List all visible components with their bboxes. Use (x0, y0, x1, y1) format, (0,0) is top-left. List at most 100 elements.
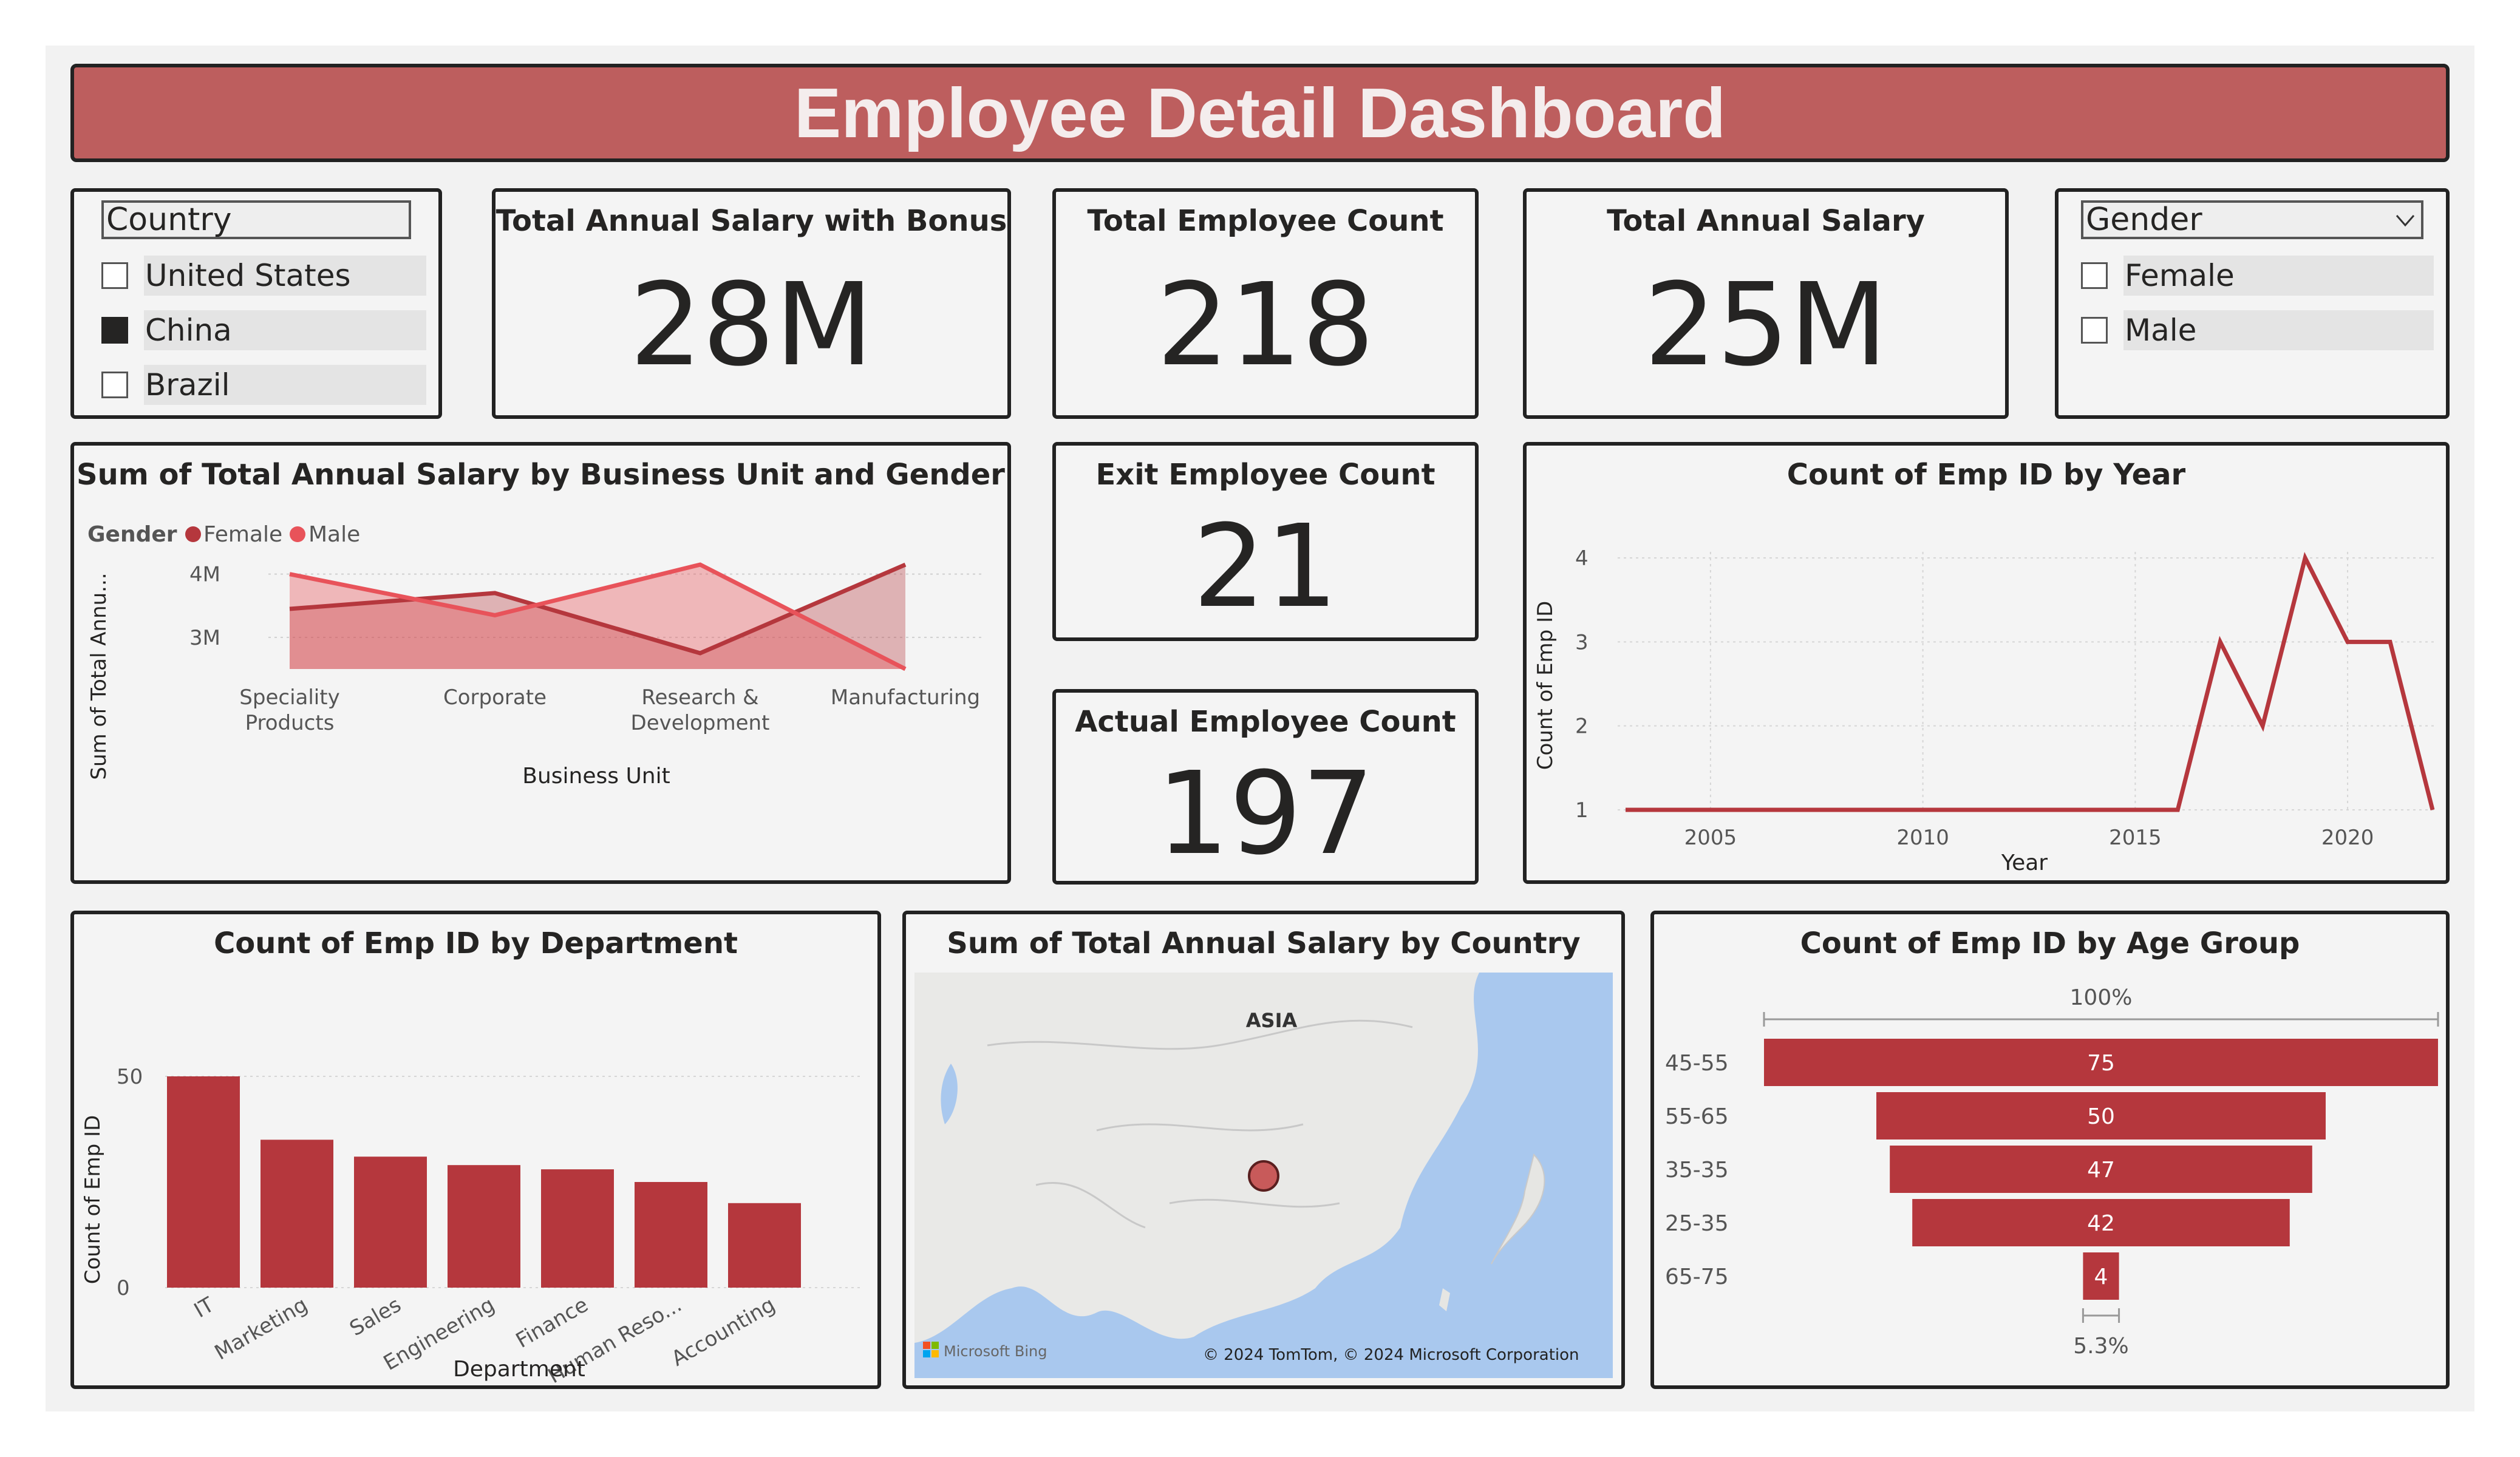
y-tick-label: 50 (117, 1065, 143, 1089)
female-line (289, 562, 907, 656)
bar-engineering (448, 1165, 520, 1288)
kpi-card-total-employee-count: Total Employee Count 218 (1052, 188, 1479, 419)
funnel-category-label: 35-35 (1665, 1158, 1729, 1183)
map-region-label: ASIA (1246, 1009, 1298, 1032)
map-brand: Microsoft Bing (944, 1343, 1047, 1360)
checkbox-united-states[interactable] (101, 262, 128, 289)
bar-sales (354, 1156, 427, 1288)
map-caspian (941, 1064, 958, 1124)
x-tick-label: Corporate (443, 685, 547, 710)
chevron-down-icon[interactable] (2393, 205, 2417, 239)
bu-gender-area-chart: Gender Female Male 4M 3M Sum of Total Annu...… (87, 522, 985, 789)
kpi-card-total-annual-salary: Total Annual Salary 25M (1523, 188, 2009, 419)
y-tick-label: 2 (1575, 715, 1589, 739)
x-axis-label: Business Unit (522, 764, 670, 789)
x-axis-label: Year (2001, 851, 2048, 875)
chart-title: Sum of Total Annual Salary by Business U… (77, 458, 1005, 492)
x-tick-label: Manufacturing (831, 685, 980, 710)
funnel-bar-55-65 (1876, 1092, 2326, 1139)
y-tick-label: 3M (189, 626, 220, 650)
checkbox-female[interactable] (2081, 262, 2108, 289)
x-tick-label: Research & (641, 685, 758, 710)
y-axis-label: Count of Emp ID (81, 1115, 105, 1285)
legend-label-male: Male (308, 522, 360, 547)
country-item-china[interactable]: China (101, 310, 426, 350)
funnel-value-label: 4 (2094, 1265, 2108, 1289)
legend-title: Gender (87, 522, 177, 547)
y-tick-label: 0 (117, 1276, 130, 1300)
funnel-value-label: 47 (2087, 1158, 2115, 1183)
microsoft-logo-icon (923, 1342, 939, 1357)
country-slicer[interactable]: Country United States China Brazil (70, 188, 442, 419)
gender-item-female[interactable]: Female (2081, 256, 2434, 296)
x-tick-label: Speciality (239, 685, 339, 710)
x-tick-label: 2015 (2109, 826, 2162, 850)
x-tick-label: 2010 (1896, 826, 1949, 850)
age-funnel-chart: 100% 75 45-55 50 55-65 47 35-35 42 25-35 4 65-75 5.… (1665, 985, 2439, 1359)
chart-title: Sum of Total Annual Salary by Country (947, 926, 1581, 960)
map-copyright: © 2024 TomTom, © 2024 Microsoft Corporat… (1203, 1346, 1579, 1364)
bar-it (167, 1076, 240, 1288)
kpi-value: 25M (1644, 259, 1888, 392)
chart-title: Count of Emp ID by Department (214, 926, 738, 960)
y-tick-label: 3 (1575, 630, 1589, 654)
checkbox-male[interactable] (2081, 317, 2108, 344)
funnel-bar-65-75 (2083, 1252, 2119, 1300)
chart-panel-age-group: Count of Emp ID by Age Group 100% 75 45-55… (1650, 911, 2450, 1389)
china-data-point (1248, 1160, 1279, 1192)
bottom-percent-label: 5.3% (2073, 1334, 2128, 1359)
bar-human-reso- (635, 1182, 707, 1288)
gender-slicer-dropdown[interactable]: Gender (2081, 200, 2423, 239)
country-item-united-states[interactable]: United States (101, 256, 426, 296)
male-line (289, 562, 907, 671)
kpi-title: Exit Employee Count (1095, 458, 1435, 492)
map-borders (987, 1019, 1413, 1229)
funnel-category-label: 65-75 (1665, 1265, 1729, 1289)
gender-slicer[interactable]: Gender Female Male (2055, 188, 2450, 419)
map-taiwan (1439, 1288, 1450, 1311)
country-item-label: Brazil (145, 367, 230, 402)
gender-item-label: Male (2125, 313, 2197, 348)
gender-item-male[interactable]: Male (2081, 310, 2434, 350)
top-percent-label: 100% (2070, 985, 2133, 1010)
kpi-title: Actual Employee Count (1075, 705, 1456, 739)
funnel-bar-35-35 (1890, 1146, 2312, 1193)
funnel-category-label: 45-55 (1665, 1051, 1729, 1076)
kpi-value: 28M (629, 259, 874, 392)
kpi-value: 218 (1156, 259, 1375, 392)
legend-swatch-male (290, 526, 305, 542)
country-map[interactable]: ASIA Microsoft Bing © 2024 TomTom, © 202… (914, 973, 1613, 1378)
funnel-value-label: 42 (2087, 1211, 2115, 1236)
kpi-title: Total Annual Salary (1607, 204, 1925, 238)
funnel-value-label: 50 (2087, 1104, 2115, 1129)
kpi-value: 197 (1156, 747, 1375, 880)
checkbox-brazil[interactable] (101, 372, 128, 398)
funnel-category-label: 25-35 (1665, 1211, 1729, 1236)
bar-finance (541, 1169, 614, 1288)
country-item-label: United States (145, 258, 351, 293)
bar-marketing (261, 1139, 333, 1288)
chart-title: Count of Emp ID by Year (1786, 458, 2186, 492)
y-tick-label: 4M (189, 563, 220, 587)
x-tick-label: Finance (512, 1292, 593, 1353)
kpi-card-salary-with-bonus: Total Annual Salary with Bonus 28M (492, 188, 1011, 419)
checkbox-china[interactable] (101, 317, 128, 344)
chart-panel-year: Count of Emp ID by Year 4 3 2 1 2005 2010 2015… (1523, 442, 2450, 884)
map-japan (1491, 1153, 1545, 1265)
male-area (290, 565, 905, 669)
funnel-value-label: 75 (2087, 1051, 2115, 1076)
country-item-brazil[interactable]: Brazil (101, 365, 426, 405)
x-axis-label: Department (453, 1357, 585, 1382)
count-line (1626, 552, 2435, 812)
x-tick-label: Products (245, 711, 335, 735)
bar-accounting (728, 1203, 801, 1288)
legend-label-female: Female (203, 522, 282, 547)
country-slicer-header: Country (101, 200, 411, 239)
x-tick-label: IT (190, 1292, 219, 1323)
gender-item-label: Female (2125, 258, 2235, 293)
funnel-bar-25-35 (1912, 1199, 2290, 1246)
legend-swatch-female (185, 526, 201, 542)
map-ocean (914, 973, 1613, 1378)
year-line-chart: 4 3 2 1 2005 2010 2015 2020 Count of Emp ID Year (1533, 546, 2437, 875)
